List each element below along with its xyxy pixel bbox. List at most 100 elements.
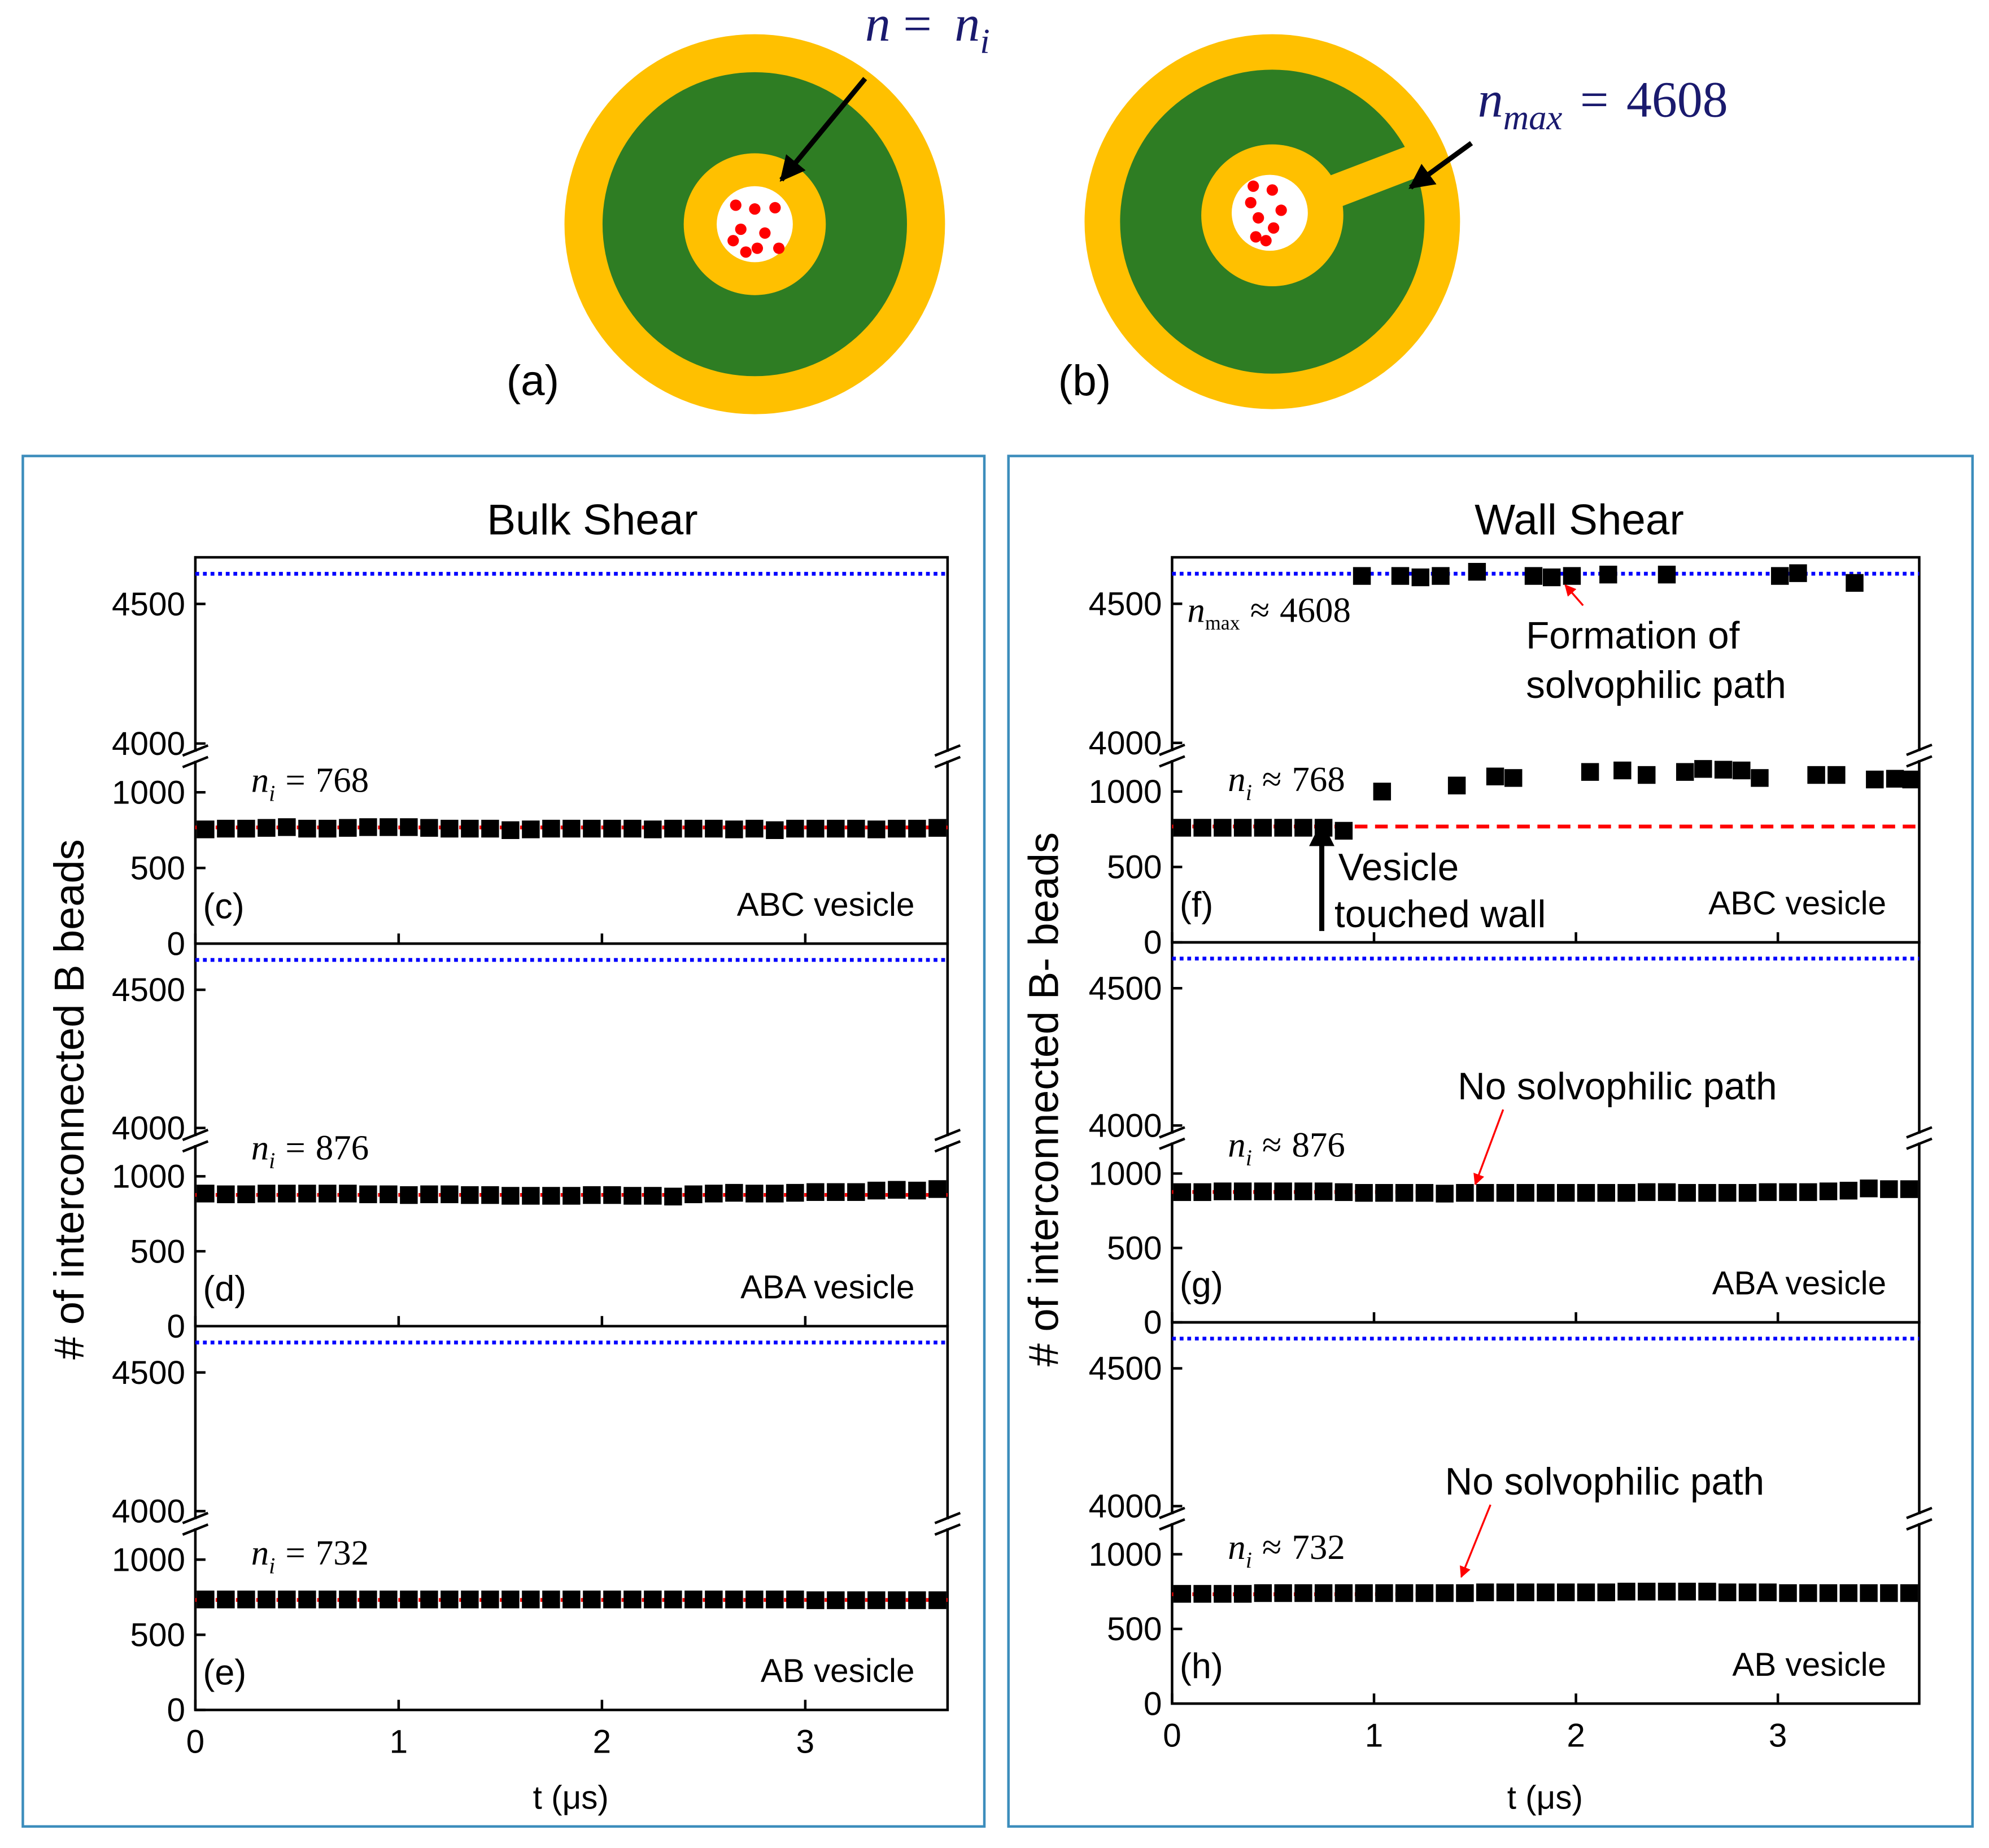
y-tick-label: 4000 (1089, 1108, 1162, 1144)
data-point (684, 1185, 703, 1203)
data-point (664, 1591, 682, 1609)
data-point (562, 1187, 581, 1205)
axis-break-mark (182, 1128, 209, 1142)
ni-subscript: i (269, 1553, 275, 1579)
x-tick-label: 0 (1163, 1718, 1181, 1754)
y-tick-label: 4500 (1089, 1351, 1162, 1387)
data-point (1556, 1183, 1575, 1202)
data-point (420, 1185, 438, 1203)
ni-subscript: i (1246, 1548, 1252, 1573)
group-frame (1007, 455, 1974, 1828)
data-point (359, 1185, 377, 1203)
annotation-arrow (1564, 584, 1584, 606)
data-point (928, 1591, 946, 1609)
data-point (1900, 1180, 1918, 1198)
data-point (1476, 1583, 1494, 1601)
axis-break-gap (1164, 1133, 1180, 1143)
eq-lhs: n (865, 0, 891, 52)
ni-symbol: n (251, 761, 269, 800)
y-axis-label: # of interconnected B beads (46, 839, 93, 1360)
data-point (1314, 1584, 1333, 1602)
x-axis-label: t (μs) (533, 1779, 609, 1816)
data-point (1694, 760, 1712, 778)
ni-value: 876 (316, 1128, 369, 1168)
data-point (766, 1185, 784, 1203)
data-point (1714, 761, 1733, 779)
axis-break-mark (1159, 1126, 1185, 1139)
ni-relation: = (285, 1533, 305, 1572)
data-point (237, 1591, 255, 1609)
data-point (542, 1187, 560, 1205)
eq-rhs: 4608 (1626, 72, 1728, 128)
data-point (1860, 1179, 1878, 1198)
y-tick-label: 4000 (1089, 1488, 1162, 1525)
data-point (644, 820, 662, 838)
data-point (1733, 761, 1751, 780)
ni-label: ni ≈732 (1228, 1527, 1345, 1573)
data-point (745, 1591, 764, 1609)
data-point (847, 819, 865, 838)
axis-break-gap (1911, 751, 1927, 761)
y-tick-label: 4000 (112, 726, 185, 762)
data-point (1456, 1584, 1474, 1602)
data-point (1274, 1584, 1292, 1602)
ni-label: ni ≈768 (1228, 759, 1345, 805)
axis-break-mark (934, 1523, 961, 1536)
plot-frame (194, 556, 949, 945)
data-point (603, 1186, 621, 1204)
y-tick-label: 4000 (112, 1110, 185, 1147)
axis-break-gap (1164, 1514, 1180, 1523)
data-point (359, 818, 377, 836)
data-point (1738, 1183, 1757, 1202)
data-point (1411, 568, 1429, 587)
data-point (766, 1591, 784, 1609)
annotation: No solvophilic path (1445, 1461, 1764, 1503)
annotation: No solvophilic path (1458, 1065, 1777, 1108)
diagram-label: (b) (1058, 357, 1111, 405)
data-point (1193, 1183, 1211, 1202)
y-tick-label: 4500 (1089, 970, 1162, 1007)
data-point (867, 1181, 886, 1200)
series-label: ABC vesicle (737, 886, 915, 923)
data-point (237, 1185, 255, 1203)
data-point (1173, 1585, 1192, 1603)
diagram-b: nmax = 4608 (b) (1058, 34, 1728, 409)
data-point (1294, 1182, 1312, 1200)
axis-break-mark (934, 755, 961, 768)
data-point (1779, 1183, 1797, 1202)
ni-relation: ≈ (1262, 1527, 1282, 1567)
axis-break-gap (940, 1519, 956, 1528)
ni-value: 768 (1292, 759, 1345, 799)
axis-break-gap (187, 752, 203, 761)
data-point (197, 1591, 215, 1609)
panel-label: (f) (1180, 885, 1213, 925)
data-point (1577, 1183, 1595, 1202)
data-point (1456, 1183, 1474, 1202)
data-point (319, 1591, 337, 1609)
data-point (258, 1591, 276, 1609)
y-tick-label: 500 (130, 1617, 185, 1654)
ni-value: 732 (316, 1533, 369, 1572)
data-point (1799, 1183, 1817, 1202)
group-title: Bulk Shear (487, 496, 698, 544)
ni-symbol: n (1228, 1125, 1245, 1164)
data-point (1698, 1183, 1716, 1202)
data-point (1880, 1180, 1898, 1198)
data-point (1819, 1584, 1838, 1602)
data-point (298, 819, 316, 838)
ni-label: ni ≈876 (1228, 1125, 1345, 1170)
data-point (623, 819, 642, 838)
axis-break-mark (182, 1140, 209, 1153)
data-point (644, 1187, 662, 1205)
data-point (461, 1186, 479, 1204)
annotation-arrow (1473, 1109, 1504, 1186)
data-point (888, 819, 906, 838)
data-point (1658, 565, 1676, 584)
data-point (258, 1185, 276, 1203)
data-point (1638, 1183, 1656, 1202)
data-point (806, 1183, 825, 1201)
data-point (1839, 1584, 1858, 1602)
eq-lhs: n (1478, 72, 1503, 128)
data-point (1799, 1584, 1817, 1602)
